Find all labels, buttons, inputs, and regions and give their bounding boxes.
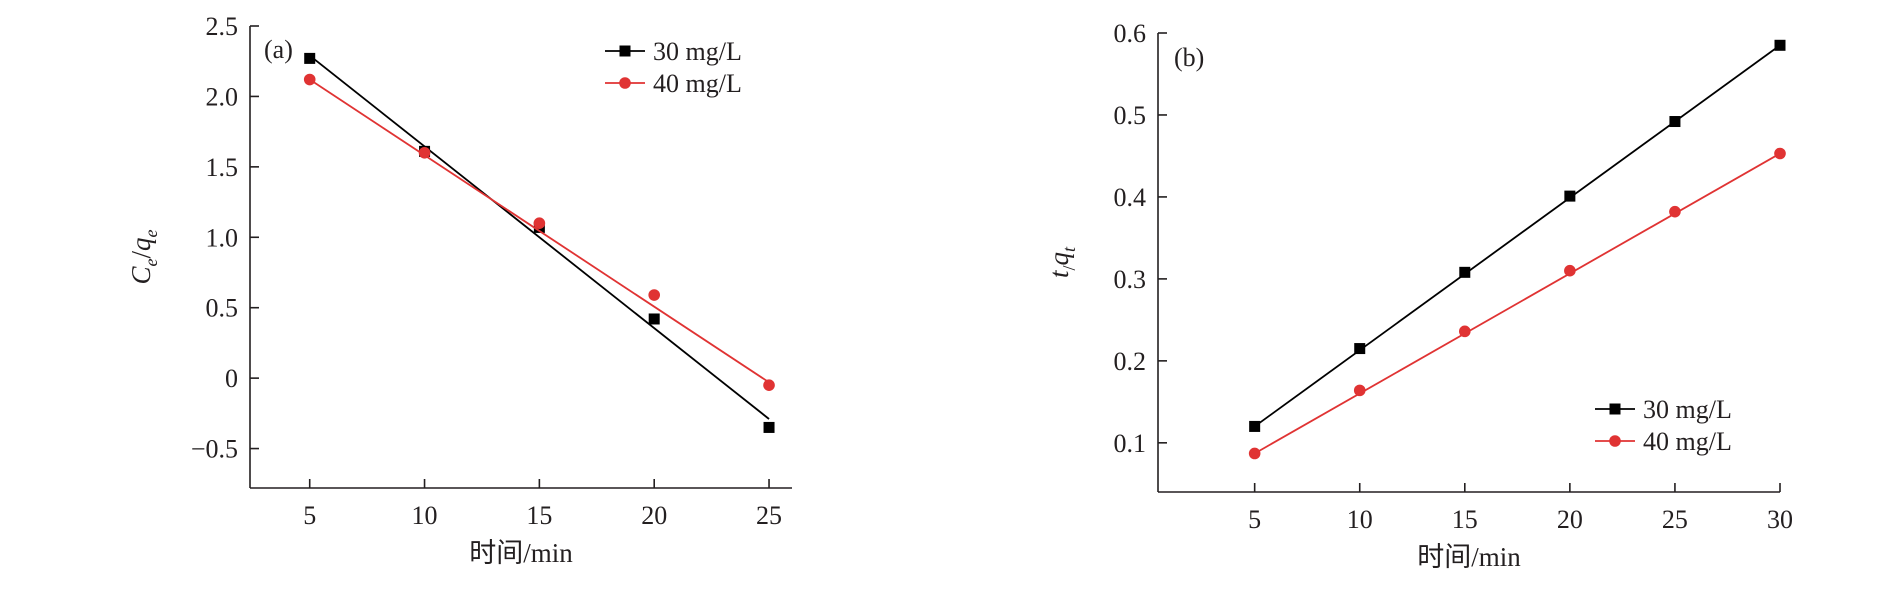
legend-marker-circle [1609,435,1621,447]
x-tick-label: 10 [1347,505,1373,534]
data-point-circle [1564,264,1576,277]
y-axis-title: t/qt [1044,246,1079,278]
x-tick-label: 15 [526,501,552,530]
legend-label: 30 mg/L [1643,395,1732,424]
legend-entry: 40 mg/L [605,69,742,98]
x-tick-label: 25 [1662,505,1688,534]
data-point-circle [763,379,775,391]
y-tick-label: 2.0 [206,82,239,111]
y-axis-title-part: C [126,266,156,285]
x-tick-label: 20 [1557,505,1583,534]
series-40-mg-l [303,73,775,391]
y-axis-title-part: q [126,237,156,251]
legend-label: 40 mg/L [1643,427,1732,456]
legend-label: 40 mg/L [653,69,742,98]
series-30-mg-l [304,52,775,433]
y-axis-title-subscript: e [141,229,161,237]
fit-line [1254,152,1781,455]
legend-entry: 30 mg/L [1595,395,1732,424]
panel-a-kinetics-plot: 5 10 15 20 25−0.500.51.01.52.02.5时间/minCe/qe… [126,12,792,568]
x-tick-label: 5 [303,501,316,530]
y-axis-title-part: / [126,251,156,259]
data-point-square [1459,266,1471,278]
series-30-mg-l [1249,39,1786,432]
y-tick-label: 1.0 [206,223,239,252]
data-point-circle [1774,147,1786,160]
x-tick-label: 30 [1767,505,1793,534]
data-point-square [648,313,660,325]
legend-marker-square [619,45,631,57]
fit-line [1254,44,1781,428]
panel-label: (a) [264,35,293,64]
data-point-square [1249,420,1261,432]
data-point-circle [1669,205,1681,218]
data-point-square [1354,343,1366,355]
x-axis-title: 时间/min [469,538,573,568]
data-point-square [1669,116,1681,128]
y-tick-label: −0.5 [191,435,238,464]
data-point-square [1774,39,1786,51]
fit-line [309,78,770,384]
series-40-mg-l [1248,147,1786,460]
panel-label: (b) [1174,43,1204,72]
data-point-circle [1248,447,1261,460]
data-point-circle [533,217,546,229]
legend-entry: 30 mg/L [605,37,742,66]
data-point-circle [1458,325,1471,338]
y-tick-label: 0.6 [1114,19,1147,48]
x-tick-label: 10 [412,501,438,530]
y-axis-title-part: q [1044,252,1074,266]
y-tick-label: 0.2 [1114,347,1147,376]
data-point-circle [303,73,316,86]
y-tick-label: 0 [225,364,238,393]
data-point-square [304,52,316,64]
y-axis-title-subscript: e [141,259,161,267]
y-tick-label: 1.5 [206,153,239,182]
y-tick-label: 2.5 [206,12,239,41]
legend-marker-circle [619,77,631,89]
y-axis-title: Ce/qe [126,229,161,284]
y-tick-label: 0.1 [1114,429,1147,458]
data-point-square [1564,190,1576,202]
data-point-square [763,421,775,433]
y-axis-title-subscript: t [1059,246,1079,252]
x-tick-label: 5 [1248,505,1261,534]
y-axis-title-subscript: / [1059,265,1079,270]
data-point-circle [418,146,431,159]
y-tick-label: 0.4 [1114,183,1147,212]
x-tick-label: 20 [641,501,667,530]
x-axis-title: 时间/min [1417,542,1521,572]
y-tick-label: 0.3 [1114,265,1147,294]
fit-line [309,54,770,420]
legend-marker-square [1609,403,1621,415]
data-point-circle [1353,384,1366,397]
y-tick-label: 0.5 [1114,101,1147,130]
legend-entry: 40 mg/L [1595,427,1732,456]
y-axis-title-part: t [1044,269,1074,278]
x-tick-label: 15 [1452,505,1478,534]
legend-label: 30 mg/L [653,37,742,66]
data-point-circle [648,289,661,301]
y-tick-label: 0.5 [206,294,239,323]
panel-b-kinetics-plot: 5 10 15 20 25 300.10.20.30.40.50.6时间/mint/qt(… [1044,19,1793,572]
x-tick-label: 25 [756,501,782,530]
